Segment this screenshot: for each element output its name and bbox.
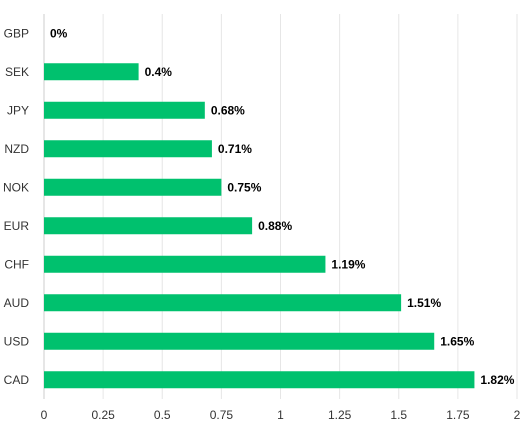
x-tick-label: 1 <box>277 408 284 422</box>
value-label-usd: 1.65% <box>440 334 474 348</box>
category-label-aud: AUD <box>4 296 30 310</box>
value-labels: 0% 0.4% 0.68% 0.71% 0.75% 0.88% 1.19% 1.51% 1.65… <box>50 26 515 387</box>
value-label-nzd: 0.71% <box>218 142 252 156</box>
category-label-chf: CHF <box>4 257 29 271</box>
value-label-chf: 1.19% <box>331 257 365 271</box>
category-label-jpy: JPY <box>7 103 29 117</box>
x-tick-label: 1.75 <box>446 408 470 422</box>
category-labels: GBP SEK JPY NZD NOK EUR CHF AUD USD CAD <box>3 26 29 387</box>
bar-usd <box>44 332 435 350</box>
value-label-gbp: 0% <box>50 26 68 40</box>
x-tick-label: 1.5 <box>390 408 407 422</box>
value-label-nok: 0.75% <box>227 180 261 194</box>
x-tick-label: 0.75 <box>210 408 234 422</box>
x-tick-label: 0 <box>41 408 48 422</box>
value-label-sek: 0.4% <box>145 65 173 79</box>
category-label-eur: EUR <box>4 219 30 233</box>
x-tick-label: 0.5 <box>154 408 171 422</box>
category-label-nzd: NZD <box>4 142 29 156</box>
category-label-cad: CAD <box>4 373 30 387</box>
category-label-sek: SEK <box>5 65 29 79</box>
x-axis-ticks: 0 0.25 0.5 0.75 1 1.25 1.5 1.75 2 <box>41 408 521 422</box>
category-label-nok: NOK <box>3 180 29 194</box>
value-label-eur: 0.88% <box>258 219 292 233</box>
category-label-usd: USD <box>4 334 30 348</box>
bar-sek <box>44 63 139 81</box>
bar-nok <box>44 178 222 196</box>
bar-cad <box>44 371 475 389</box>
bars <box>44 63 475 389</box>
bar-nzd <box>44 140 212 158</box>
value-label-cad: 1.82% <box>480 373 514 387</box>
x-tick-label: 2 <box>514 408 521 422</box>
value-label-aud: 1.51% <box>407 296 441 310</box>
x-tick-label: 0.25 <box>91 408 115 422</box>
value-label-jpy: 0.68% <box>211 103 245 117</box>
bar-eur <box>44 217 253 235</box>
category-label-gbp: GBP <box>4 26 29 40</box>
bar-aud <box>44 294 402 312</box>
bar-jpy <box>44 101 205 119</box>
bar-chf <box>44 255 326 273</box>
x-tick-label: 1.25 <box>328 408 352 422</box>
